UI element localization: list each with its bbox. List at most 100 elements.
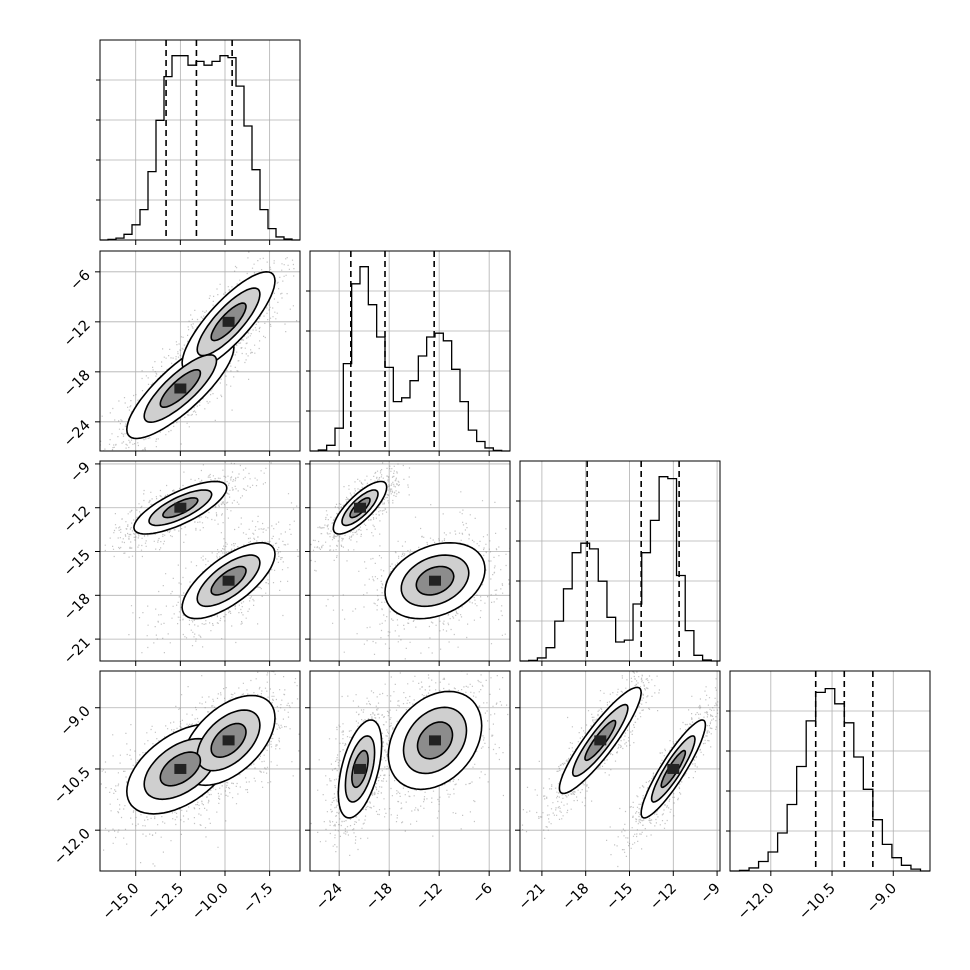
contour-line (384, 541, 486, 620)
x-tick-label: −6 (470, 881, 496, 907)
axes-frame (519, 460, 721, 662)
density-peak (429, 735, 441, 746)
density-peak (667, 763, 680, 774)
panel-content (310, 671, 510, 856)
axes-frame (309, 670, 511, 872)
contour-line (640, 719, 707, 819)
y-tick-label: −21 (61, 635, 94, 668)
contour-line (341, 489, 379, 527)
x-tick-label: −21 (516, 881, 549, 914)
y-tick-label: −10.5 (51, 764, 94, 807)
contour-line (159, 369, 202, 408)
axes-frame (99, 39, 301, 241)
density-peak (594, 735, 607, 746)
contour-line (650, 735, 696, 803)
x-tick-label: −9.0 (864, 881, 900, 917)
histogram-steps-3 (730, 687, 930, 872)
y-tick-label: −24 (61, 417, 94, 450)
contour-line (181, 270, 276, 373)
y-tick-label: −9 (67, 459, 93, 485)
panel-content (310, 461, 510, 660)
histogram-panel-0 (96, 39, 301, 241)
contour-line (387, 690, 483, 791)
contour-line (400, 554, 470, 608)
panel-content (100, 251, 298, 451)
histogram-steps-2 (520, 476, 720, 662)
contour-line (584, 719, 617, 762)
x-tick-label: −7.5 (240, 881, 276, 917)
histogram-steps-1 (310, 266, 510, 452)
density-peak (222, 735, 235, 746)
y-tick-label: −9.0 (58, 703, 94, 739)
scatter-points (104, 461, 300, 654)
x-tick-label: −24 (313, 881, 346, 914)
contour-line (332, 480, 388, 535)
x-tick-label: −12 (647, 881, 680, 914)
scatter-panel-1-3 (309, 670, 511, 872)
scatter-panel-0-2 (99, 460, 301, 662)
contour-line (210, 565, 247, 596)
scatter-panel-1-2 (309, 460, 511, 662)
x-tick-label: −12 (413, 881, 446, 914)
x-tick-label: −10.5 (796, 881, 839, 924)
contour-line (133, 480, 228, 535)
x-tick-label: −12.0 (735, 881, 778, 924)
contour-line (148, 489, 213, 527)
contour-line (660, 749, 687, 789)
scatter-panel-0-3 (99, 670, 301, 872)
x-tick-label: −10.0 (189, 881, 232, 924)
contour-line (344, 735, 376, 803)
y-tick-label: −12.0 (51, 826, 94, 869)
density-peak (354, 502, 366, 513)
density-peak (174, 502, 187, 513)
contour-line (196, 287, 261, 357)
contour-line (415, 565, 455, 596)
y-tick-label: −18 (61, 591, 94, 624)
x-tick-label: −15.0 (100, 881, 143, 924)
density-peak (174, 763, 187, 774)
y-tick-label: −12 (61, 503, 94, 536)
contour-line (416, 721, 454, 760)
x-tick-label: −15 (603, 881, 636, 914)
axes-frame (309, 460, 511, 662)
contour-line (558, 686, 643, 795)
contour-line (210, 722, 247, 759)
contour-line (210, 302, 247, 342)
axes-frame (99, 670, 301, 872)
density-peak (222, 316, 235, 327)
x-tick-label: −9 (697, 881, 723, 907)
y-tick-label: −6 (67, 267, 93, 293)
contour-line (351, 749, 369, 789)
density-peak (429, 575, 441, 586)
contour-line (196, 554, 261, 608)
axes-frame (99, 460, 301, 662)
histogram-panel-1 (306, 250, 511, 452)
contour-line (337, 719, 383, 819)
y-tick-label: −18 (61, 367, 94, 400)
contour-line (143, 737, 218, 801)
scatter-points (521, 671, 720, 868)
x-tick-label: −18 (560, 881, 593, 914)
contour-line (143, 353, 218, 424)
axes-frame (309, 250, 511, 452)
panel-content (521, 671, 720, 868)
contour-line (162, 497, 199, 519)
histogram-panel-2 (516, 460, 721, 662)
contour-line (402, 706, 468, 775)
panel-content (100, 671, 300, 867)
contour-line (159, 751, 202, 787)
panel-content (104, 461, 300, 654)
scatter-panel-2-3 (519, 670, 721, 872)
density-peak (354, 763, 366, 774)
histogram-steps-0 (100, 55, 300, 241)
scatter-panel-0-1 (99, 250, 301, 452)
axes-frame (519, 670, 721, 872)
contour-line (181, 542, 276, 620)
y-tick-label: −15 (61, 547, 94, 580)
density-peak (222, 575, 235, 586)
density-peak (174, 383, 187, 394)
x-tick-label: −12.5 (144, 881, 187, 924)
axes-frame (729, 670, 931, 872)
contour-line (571, 703, 629, 778)
